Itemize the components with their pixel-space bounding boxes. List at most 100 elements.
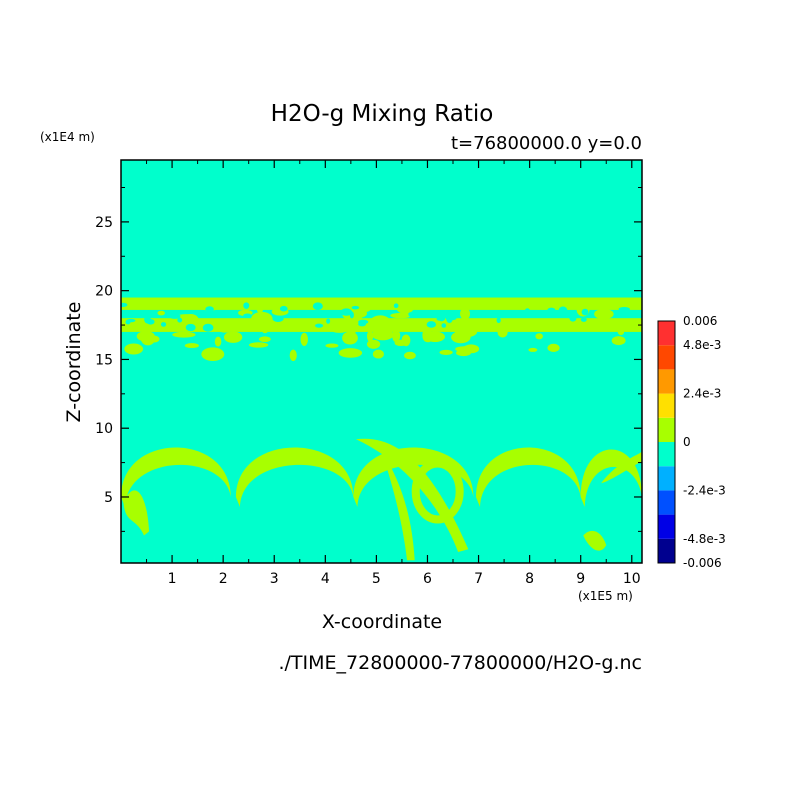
y-axis-label: Z-coordinate [63, 302, 85, 423]
band-blob [366, 339, 381, 349]
band-blob [547, 343, 560, 352]
colorbar-swatch [658, 538, 675, 563]
x-tick-label: 8 [525, 571, 534, 587]
band-gap [279, 305, 288, 312]
y-axis: 5 10 15 20 25 [95, 187, 642, 532]
band-gap [422, 310, 431, 315]
band-gap [393, 303, 399, 309]
x-tick-label: 2 [219, 571, 228, 587]
colorbar-swatch [658, 393, 675, 418]
x-unit-label: (x1E5 m) [578, 589, 633, 603]
band-blob [396, 301, 414, 314]
x-tick-label: 5 [372, 571, 381, 587]
band-blob [394, 339, 407, 347]
band-gap [580, 317, 587, 322]
colorbar-frame [657, 320, 676, 564]
band-blob [248, 342, 269, 348]
x-tick-label: 9 [576, 571, 585, 587]
band-gap [160, 322, 167, 327]
band-blob [528, 347, 538, 352]
y-tick-label: 15 [95, 352, 113, 368]
band-gap [314, 323, 324, 328]
band-blob [535, 333, 543, 340]
band-blob [260, 322, 270, 334]
band-gap [298, 310, 304, 316]
x-axis: 1 2 3 4 5 6 7 8 9 10 [146, 160, 641, 587]
moist-ring [411, 459, 464, 524]
field-background [121, 160, 642, 563]
band-blob [338, 348, 363, 358]
band-gap [569, 314, 577, 322]
band-blob [489, 321, 500, 329]
moist-plume-left [123, 490, 150, 536]
x-tick-label: 7 [474, 571, 483, 587]
colorbar-swatch [658, 466, 675, 491]
y-tick-label: 10 [95, 421, 113, 437]
band-gap [618, 307, 630, 312]
band-gap [349, 311, 354, 319]
band-gap [326, 318, 331, 324]
band-gap [185, 323, 196, 332]
band-gap [205, 306, 214, 313]
y-tick-label: 5 [104, 490, 113, 506]
band-gap [445, 316, 457, 321]
x-axis-label: X-coordinate [322, 611, 442, 633]
band-gap [358, 319, 369, 325]
band-blob [342, 331, 358, 345]
band-blob [182, 314, 200, 328]
band-gap [351, 305, 360, 310]
colorbar-swatch [658, 514, 675, 539]
band-blob [223, 331, 243, 343]
x-tick-label: 4 [321, 571, 330, 587]
plot-frame [120, 159, 643, 564]
y-tick-label: 20 [95, 284, 113, 300]
colorbar-label: 0 [683, 435, 691, 449]
band-gap [547, 307, 556, 314]
band-gap [243, 302, 250, 309]
band-top [121, 297, 642, 310]
band-blob [390, 312, 412, 319]
band-blob [583, 325, 591, 332]
moist-sliver-right [601, 451, 642, 484]
band-blob [201, 347, 225, 362]
band-blob [611, 336, 626, 346]
x-tick-label: 3 [270, 571, 279, 587]
band-blob [439, 349, 453, 355]
colorbar-swatch [658, 442, 675, 467]
band-gap [125, 319, 131, 325]
band-gap [408, 312, 414, 318]
band-blob [497, 327, 508, 338]
band-gap [426, 321, 437, 328]
moist-arc-4 [475, 447, 581, 507]
footer-filename: ./TIME_72800000-77800000/H2O-g.nc [278, 652, 642, 674]
band-gap [272, 315, 284, 322]
band-blob [371, 329, 394, 341]
band-gap [121, 314, 125, 318]
band-blob [425, 331, 445, 343]
band-gap [437, 314, 446, 322]
band-blob [205, 352, 213, 357]
colorbar-swatch [658, 417, 675, 442]
band-blob [366, 330, 374, 342]
band-gap [202, 323, 214, 332]
band-blob [459, 307, 471, 320]
colorbar-swatch [658, 490, 675, 515]
band-gap [541, 311, 550, 316]
band-gap [177, 317, 183, 323]
moist-blob-right [583, 530, 607, 551]
band-blob [140, 331, 156, 346]
band-blob [251, 311, 273, 326]
moist-arc-2 [235, 447, 354, 507]
chart-subtitle: t=76800000.0 y=0.0 [451, 133, 642, 154]
band-gap [243, 313, 252, 318]
x-tick-label: 6 [423, 571, 432, 587]
moist-streak-center [381, 450, 415, 561]
colorbar-swatch [658, 369, 675, 394]
y-unit-label: (x1E4 m) [40, 130, 95, 144]
band-gap [496, 317, 501, 324]
colorbar-swatch [658, 321, 675, 346]
band-blob [184, 343, 199, 349]
moist-tongue-center [355, 438, 469, 552]
band-blob [300, 332, 308, 346]
band-blob [451, 331, 471, 344]
